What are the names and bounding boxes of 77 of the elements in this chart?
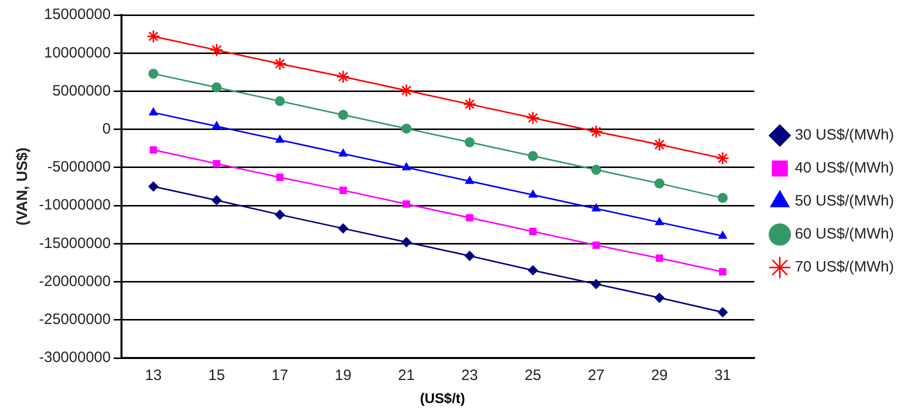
point [591,164,602,175]
point [276,174,284,182]
point [274,210,285,220]
legend-label: 50 US$/(MWh) [794,192,894,210]
point [465,176,474,184]
point [402,200,410,208]
point [528,265,538,276]
y-tick-label: -25000000 [39,311,111,328]
point [338,110,348,120]
x-tick-label: 25 [524,367,542,384]
y-tick-label: 0 [102,120,111,138]
point [148,108,158,116]
point [591,279,602,290]
y-tick-label: -15000000 [39,234,111,252]
point [719,268,726,276]
x-tick-label: 15 [208,367,225,384]
y-tick-label: 5000000 [52,82,111,100]
point [466,214,474,222]
legend-label: 70 US$/(MWh) [794,258,894,276]
x-axis-title: (US$/t) [418,390,466,406]
point [148,68,158,79]
point [462,97,476,111]
point [148,182,158,192]
x-tick-label: 23 [461,367,478,384]
legend-label: 40 US$/(MWh) [794,160,894,177]
x-tick-label: 17 [272,367,288,384]
point [718,192,728,203]
point [464,137,475,148]
point [528,151,538,162]
point [146,30,160,44]
point [526,111,540,125]
point [652,138,666,152]
point [716,152,730,166]
point [210,43,224,57]
y-tick-label: -20000000 [39,272,111,290]
point [212,195,222,206]
point [212,121,222,130]
point [336,70,350,84]
point [529,228,537,236]
point [464,250,475,261]
y-tick-label: -10000000 [39,196,111,214]
x-tick-label: 19 [334,367,352,384]
y-tick-label: -30000000 [39,349,111,366]
point [339,186,347,194]
point [401,237,412,248]
point [338,223,348,234]
legend-label: 60 US$/(MWh) [794,226,894,243]
point [212,160,220,168]
point [212,82,222,92]
point [402,162,411,170]
point [528,190,538,198]
point [589,124,603,138]
y-tick-label: -5000000 [47,158,111,176]
point [150,146,158,154]
x-tick-label: 13 [145,367,162,384]
point [338,148,348,156]
point [718,231,728,239]
x-tick-label: 27 [588,367,605,384]
point [592,242,600,249]
point [592,204,601,212]
y-axis-title: (VAN, US$) [14,147,32,226]
y-tick-label: 15000000 [44,6,111,24]
point [654,178,664,188]
point [400,84,414,98]
point [273,57,287,71]
legend-label: 30 US$/(MWh) [794,126,894,144]
y-tick-label: 10000000 [44,44,111,62]
point [274,96,285,106]
x-tick-label: 31 [714,367,732,384]
point [654,292,664,303]
x-tick-label: 21 [398,367,415,384]
point [656,254,664,262]
x-tick-label: 29 [651,367,668,384]
point [401,124,412,134]
point [718,307,728,318]
point [655,217,664,226]
point [275,135,284,143]
